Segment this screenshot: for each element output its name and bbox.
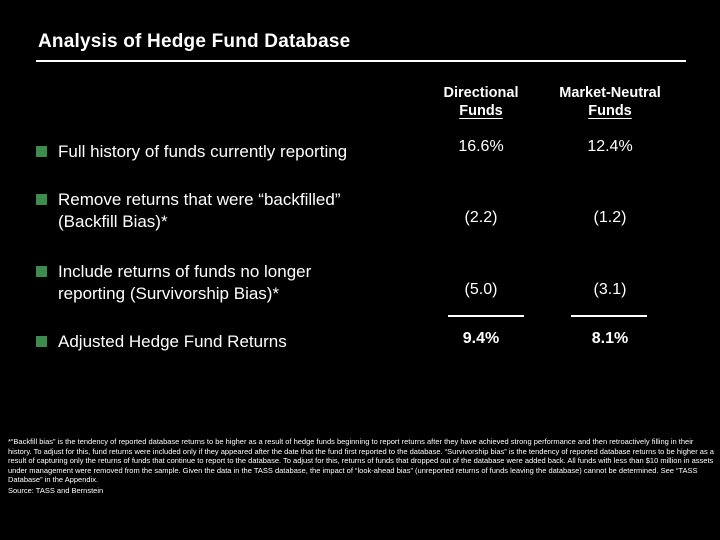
column-header-market-neutral-line1: Market-Neutral — [559, 85, 661, 101]
total-rule-market-neutral — [571, 315, 647, 317]
column-header-market-neutral: Market-Neutral Funds — [546, 84, 674, 120]
page-title: Analysis of Hedge Fund Database — [38, 31, 351, 52]
row-label-backfill-line2: (Backfill Bias)* — [58, 212, 168, 231]
row-label-backfill-line1: Remove returns that were “backfilled” — [58, 190, 341, 209]
value-directional-adjusted: 9.4% — [462, 330, 500, 347]
row-label-survivorship-line1: Include returns of funds no longer — [58, 262, 312, 281]
footnote-text: *“Backfill bias” is the tendency of repo… — [8, 437, 714, 485]
row-label-survivorship-line2: reporting (Survivorship Bias)* — [58, 284, 280, 303]
column-header-directional-line1: Directional — [443, 85, 519, 101]
value-directional-survivorship: (5.0) — [464, 281, 498, 298]
value-market-neutral-backfill: (1.2) — [593, 209, 627, 226]
value-market-neutral-full-history: 12.4% — [587, 138, 633, 155]
column-header-directional-line2: Funds — [459, 103, 503, 119]
title-divider — [36, 60, 686, 62]
row-label-full-history: Full history of funds currently reportin… — [58, 142, 348, 161]
bullet-square-icon — [36, 146, 47, 157]
total-rule-directional — [448, 315, 524, 317]
value-directional-backfill: (2.2) — [464, 209, 498, 226]
value-market-neutral-survivorship: (3.1) — [593, 281, 627, 298]
row-label-backfill-bias: Remove returns that were “backfilled” (B… — [58, 189, 341, 233]
column-header-directional: Directional Funds — [433, 84, 529, 120]
row-label-adjusted-returns: Adjusted Hedge Fund Returns — [58, 332, 287, 351]
value-market-neutral-adjusted: 8.1% — [591, 330, 629, 347]
source-attribution: Source: TASS and Bernstein — [8, 486, 104, 495]
bullet-square-icon — [36, 266, 47, 277]
bullet-square-icon — [36, 336, 47, 347]
value-directional-full-history: 16.6% — [458, 138, 504, 155]
row-label-survivorship-bias: Include returns of funds no longer repor… — [58, 261, 311, 305]
column-header-market-neutral-line2: Funds — [588, 103, 632, 119]
bullet-square-icon — [36, 194, 47, 205]
